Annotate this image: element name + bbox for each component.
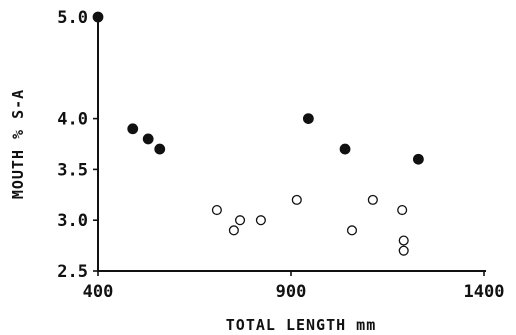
data-point-open [367, 194, 378, 205]
y-tick-label: 5.0 [57, 8, 88, 28]
data-point-filled [127, 123, 139, 135]
x-tick-label: 1400 [464, 282, 505, 302]
data-point-open [398, 245, 409, 256]
x-axis-title: TOTAL LENGTH mm [226, 316, 376, 334]
data-point-open [346, 225, 358, 236]
data-point-open [211, 204, 222, 216]
data-point-open [255, 215, 266, 226]
y-tick-label: 2.5 [57, 262, 88, 282]
x-axis-ticks: 400 900 1400 [83, 271, 505, 302]
data-point-filled [142, 133, 154, 145]
y-axis-title: MOUTH % S-A [9, 89, 27, 199]
y-tick-label: 4.0 [57, 110, 88, 130]
data-point-open [234, 215, 246, 226]
y-axis-ticks: 2.5 3.0 3.5 4.0 5.0 [57, 8, 98, 282]
axes [97, 13, 486, 272]
data-point-filled [154, 143, 166, 155]
data-point-open [228, 225, 239, 236]
data-point-filled [92, 11, 104, 23]
data-point-filled [302, 113, 314, 124]
data-points [92, 11, 424, 256]
x-tick-label: 400 [83, 282, 114, 302]
data-point-open [397, 204, 408, 216]
data-point-filled [339, 143, 351, 155]
x-tick-label: 900 [276, 282, 307, 302]
y-tick-label: 3.0 [57, 211, 88, 231]
data-point-open [291, 194, 302, 205]
data-point-filled [412, 153, 424, 165]
data-point-open [398, 235, 409, 246]
y-tick-label: 3.5 [57, 160, 88, 180]
